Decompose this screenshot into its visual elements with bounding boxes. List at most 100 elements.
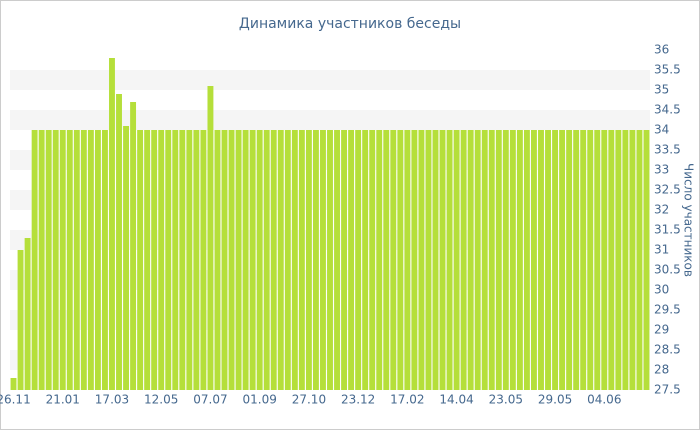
bar [362,130,369,390]
bar [531,130,537,390]
x-tick-label: 04.06 [587,393,621,407]
bar [587,130,594,390]
x-tick-label: 21.01 [46,393,80,407]
bar [629,130,636,390]
bar [256,130,263,390]
bar [10,378,17,390]
y-tick-label: 33.5 [654,143,681,157]
bar [179,130,186,390]
bar [390,130,397,390]
bar [608,130,615,390]
bar [109,58,115,390]
bar [376,130,383,390]
y-tick-label: 32.5 [654,183,681,197]
bar [334,130,340,390]
x-tick-label: 07.07 [193,393,227,407]
bar [594,130,601,390]
x-tick-label: 23.12 [341,393,375,407]
bar [94,130,101,390]
bar [411,130,418,390]
bar [214,130,221,390]
bar [439,130,446,390]
bar [66,130,73,390]
bar [523,130,530,390]
y-tick-label: 29.5 [654,303,681,317]
y-tick-label: 31 [654,243,669,257]
bar [348,130,355,390]
bar [45,130,52,390]
bar [397,130,404,390]
chart-title: Динамика участников беседы [239,16,461,32]
bar [636,130,643,390]
bar [404,130,411,390]
bar [172,130,179,390]
bar [559,130,566,390]
y-tick-label: 35.5 [654,63,681,77]
y-tick-label: 36 [654,43,669,57]
bar [284,130,291,390]
bar [383,130,390,390]
bar [418,130,425,390]
bar [622,130,629,390]
bar [228,130,235,390]
bar [101,130,108,390]
bar [116,94,122,390]
bar [277,130,284,390]
bar [573,130,580,390]
y-tick-label: 29 [654,323,669,337]
y-axis-label: Число участников [682,163,696,277]
bar [263,130,270,390]
bar [453,130,460,390]
bar [341,130,348,390]
x-tick-label: 14.04 [439,393,473,407]
bar [369,130,376,390]
bar [137,130,144,390]
bar [320,130,326,390]
y-tick-label: 31.5 [654,223,681,237]
x-tick-label: 27.10 [292,393,326,407]
y-tick-label: 34.5 [654,103,681,117]
x-tick-label: 17.02 [390,393,424,407]
bar [123,126,129,390]
bar [643,130,650,390]
bar [495,130,502,390]
bar [298,130,305,390]
bar [52,130,59,390]
y-tick-label: 30 [654,283,669,297]
bar [38,130,45,390]
grid-band [10,110,650,130]
bar [207,86,214,390]
bar [488,130,495,390]
bar [193,130,200,390]
bar [432,130,439,390]
x-tick-label: 26.11 [0,393,31,407]
bar [474,130,481,390]
bar [17,250,24,390]
bar [552,130,559,390]
bar [130,102,137,390]
bar [144,130,151,390]
bar [242,130,249,390]
bar [158,130,165,390]
x-tick-label: 12.05 [144,393,178,407]
y-tick-label: 27.5 [654,383,681,397]
y-tick-label: 28.5 [654,343,681,357]
bar [151,130,158,390]
bar [291,130,298,390]
bar [460,130,467,390]
bar [538,130,544,390]
y-tick-label: 34 [654,123,669,137]
bar [502,130,509,390]
bar [545,130,551,390]
bar [327,130,333,390]
bar [615,130,622,390]
y-tick-label: 28 [654,363,669,377]
bar [467,130,474,390]
bar [580,130,587,390]
bar [31,130,38,390]
y-tick-label: 33 [654,163,669,177]
grid-band [10,70,650,90]
bar [312,130,319,390]
bar [566,130,573,390]
